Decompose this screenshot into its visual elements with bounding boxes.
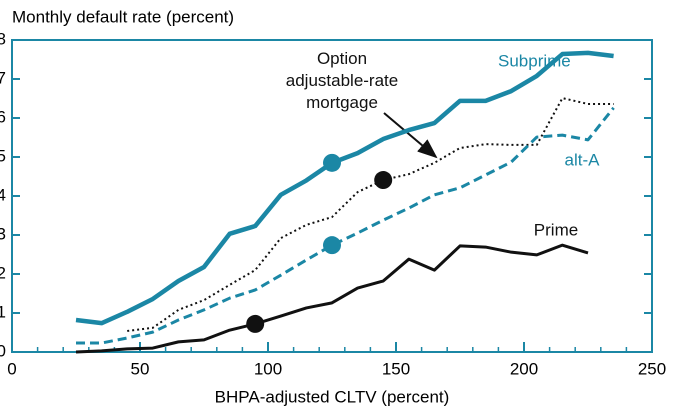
x-tick-label: 200 [510,359,538,378]
y-tick-label: 3 [0,224,6,243]
x-tick-label: 250 [638,359,666,378]
series-marker [323,153,341,172]
series-label: alt-A [565,150,601,169]
y-tick-label: 2 [0,263,6,282]
y-tick-label: 1 [0,302,6,321]
y-tick-label: 8 [0,29,6,48]
x-tick-label: 100 [254,359,282,378]
y-tick-label: 7 [0,68,6,87]
series-marker [246,314,265,333]
x-tick-label: 50 [131,359,150,378]
annotation-arrow [383,112,438,159]
y-tick-label: 0 [0,341,6,360]
series-line [127,97,614,332]
series-label: Subprime [498,51,571,70]
x-tick-label: 0 [7,359,16,378]
y-tick-label: 6 [0,107,6,126]
series-line [75,50,614,326]
series-marker [374,171,393,190]
series-marker [323,236,341,255]
series-label: Option adjustable-rate mortgage [285,49,399,112]
chart-title: Monthly default rate (percent) [12,7,234,26]
y-tick-label: 4 [0,185,6,204]
y-tick-label: 5 [0,146,6,165]
x-axis-label: BHPA-adjusted CLTV (percent) [215,387,450,406]
x-tick-label: 150 [382,359,410,378]
series-line [76,106,615,345]
series-line [75,243,589,354]
series-label: Prime [534,220,578,239]
